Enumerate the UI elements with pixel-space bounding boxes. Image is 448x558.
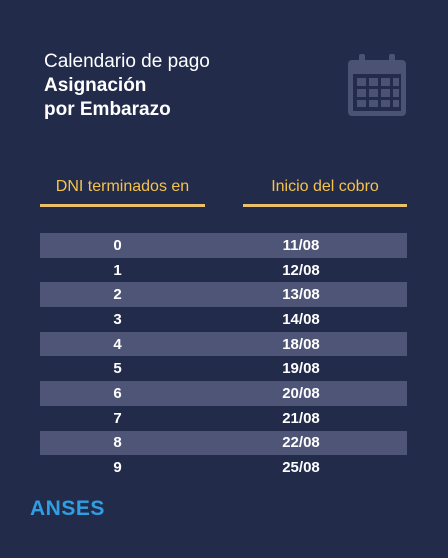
page-title-line2: por Embarazo xyxy=(44,99,171,120)
dni-cell: 9 xyxy=(113,459,122,477)
date-cell: 20/08 xyxy=(282,384,320,402)
table-row: 7 21/08 xyxy=(40,406,407,431)
dni-cell: 8 xyxy=(113,434,122,452)
column-header-date: Inicio del cobro xyxy=(271,178,379,195)
date-cell: 21/08 xyxy=(282,409,320,427)
table-row: 0 11/08 xyxy=(40,233,407,258)
date-cell: 18/08 xyxy=(282,335,320,353)
table-row: 6 20/08 xyxy=(40,381,407,406)
calendar-icon xyxy=(348,54,406,116)
table-row: 2 13/08 xyxy=(40,282,407,308)
header: Calendario de pago Asignación por Embara… xyxy=(44,50,210,122)
anses-logo: ANSES xyxy=(30,497,105,520)
table-row: 5 19/08 xyxy=(40,356,407,381)
dni-cell: 7 xyxy=(113,409,122,427)
table-row: 3 14/08 xyxy=(40,307,407,332)
date-cell: 11/08 xyxy=(282,236,320,254)
page-title-line1: Asignación xyxy=(44,75,147,96)
column-underline-date xyxy=(243,204,407,207)
table-row: 1 12/08 xyxy=(40,258,407,283)
date-cell: 22/08 xyxy=(282,434,320,452)
date-cell: 13/08 xyxy=(282,286,320,304)
date-cell: 25/08 xyxy=(282,459,320,477)
payment-table: 0 11/08 1 12/08 2 13/08 3 14/08 4 18/08 … xyxy=(40,233,407,480)
date-cell: 12/08 xyxy=(282,261,320,279)
dni-cell: 1 xyxy=(113,261,122,279)
dni-cell: 4 xyxy=(113,335,122,353)
page-subtitle: Calendario de pago xyxy=(44,51,210,72)
dni-cell: 5 xyxy=(113,360,122,378)
table-row: 9 25/08 xyxy=(40,455,407,480)
dni-cell: 0 xyxy=(113,236,122,254)
table-row: 4 18/08 xyxy=(40,331,407,357)
dni-cell: 6 xyxy=(113,384,122,402)
dni-cell: 3 xyxy=(113,310,122,328)
date-cell: 19/08 xyxy=(282,360,320,378)
column-header-dni: DNI terminados en xyxy=(55,178,190,195)
dni-cell: 2 xyxy=(113,286,122,304)
column-underline-dni xyxy=(40,204,205,207)
table-row: 8 22/08 xyxy=(40,430,407,456)
date-cell: 14/08 xyxy=(282,310,320,328)
